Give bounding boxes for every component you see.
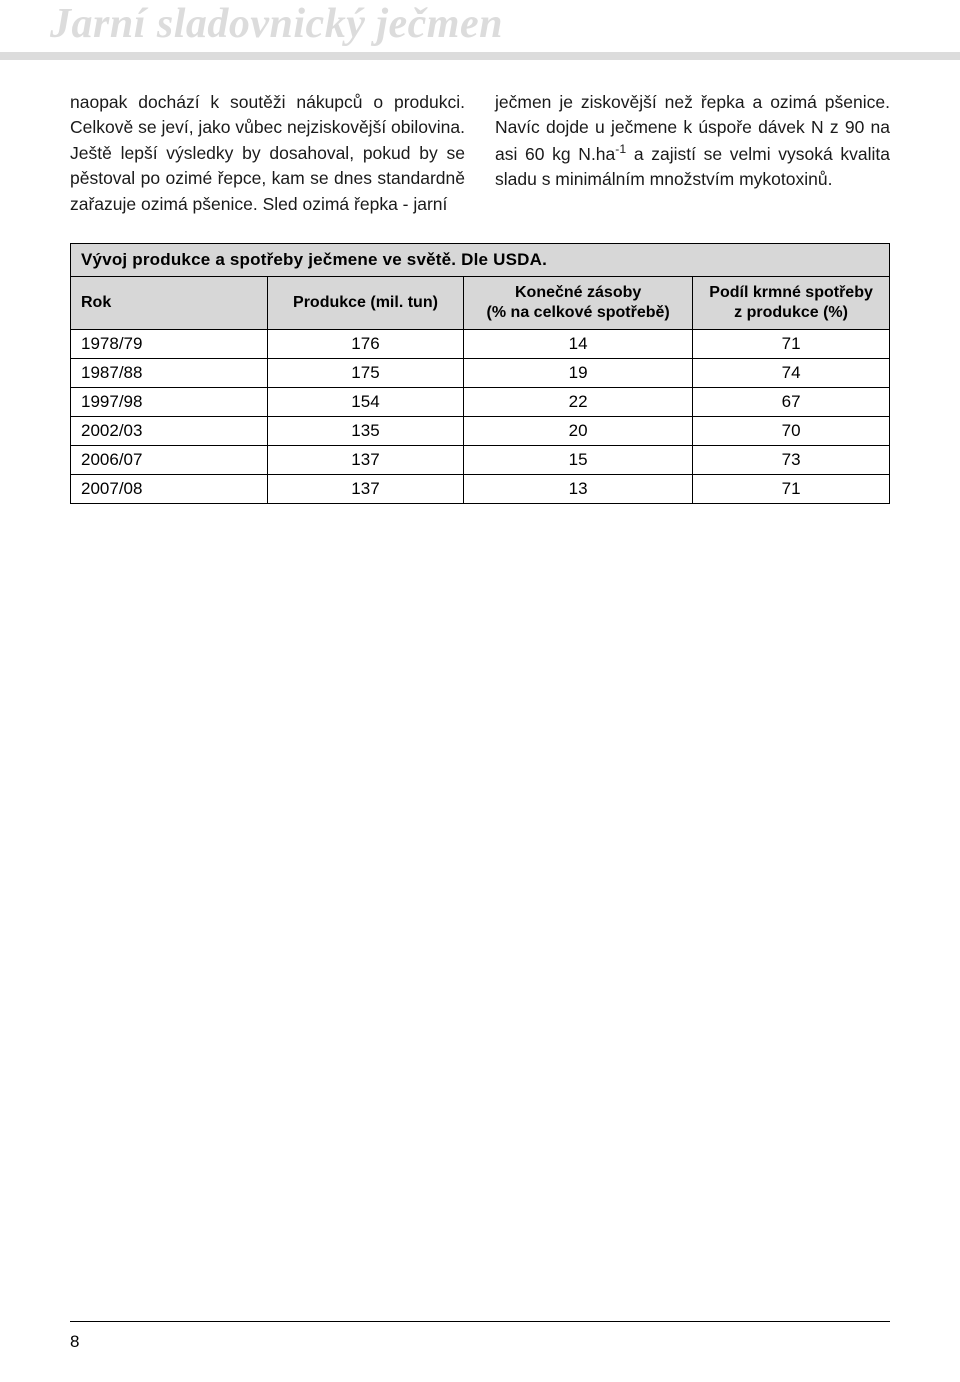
table-cell: 137 — [267, 474, 463, 503]
table-cell: 74 — [693, 358, 889, 387]
table-row: 2006/071371573 — [71, 445, 889, 474]
table-cell: 13 — [464, 474, 693, 503]
table-cell: 1978/79 — [71, 329, 267, 358]
header-band: Jarní sladovnický ječmen — [0, 0, 960, 60]
table-cell: 2002/03 — [71, 416, 267, 445]
table-row: 2002/031352070 — [71, 416, 889, 445]
table-row: 2007/081371371 — [71, 474, 889, 503]
left-column: naopak dochází k soutěži nákupců o produ… — [70, 90, 465, 217]
table-cell: 73 — [693, 445, 889, 474]
table-cell: 1997/98 — [71, 387, 267, 416]
table-cell: 135 — [267, 416, 463, 445]
table-header-cell: Podíl krmné spotřebyz produkce (%) — [693, 277, 889, 330]
table-cell: 137 — [267, 445, 463, 474]
table-cell: 67 — [693, 387, 889, 416]
table-title: Vývoj produkce a spotřeby ječmene ve svě… — [71, 244, 889, 277]
data-table-container: Vývoj produkce a spotřeby ječmene ve svě… — [70, 243, 890, 504]
page-number: 8 — [70, 1332, 79, 1352]
table-cell: 176 — [267, 329, 463, 358]
table-cell: 1987/88 — [71, 358, 267, 387]
table-row: 1978/791761471 — [71, 329, 889, 358]
header-title: Jarní sladovnický ječmen — [50, 0, 503, 48]
table-cell: 22 — [464, 387, 693, 416]
table-header-row: RokProdukce (mil. tun)Konečné zásoby(% n… — [71, 277, 889, 330]
data-table: RokProdukce (mil. tun)Konečné zásoby(% n… — [71, 277, 889, 503]
table-cell: 70 — [693, 416, 889, 445]
right-column: ječmen je ziskovější než řepka a ozimá p… — [495, 90, 890, 217]
text-columns: naopak dochází k soutěži nákupců o produ… — [70, 90, 890, 217]
table-header-cell: Konečné zásoby(% na celkové spotřebě) — [464, 277, 693, 330]
table-cell: 71 — [693, 329, 889, 358]
table-cell: 154 — [267, 387, 463, 416]
table-row: 1987/881751974 — [71, 358, 889, 387]
table-cell: 175 — [267, 358, 463, 387]
table-header-cell: Produkce (mil. tun) — [267, 277, 463, 330]
table-cell: 20 — [464, 416, 693, 445]
table-cell: 2007/08 — [71, 474, 267, 503]
table-row: 1997/981542267 — [71, 387, 889, 416]
table-cell: 15 — [464, 445, 693, 474]
table-body: 1978/7917614711987/8817519741997/9815422… — [71, 329, 889, 503]
superscript: -1 — [615, 142, 626, 156]
table-cell: 2006/07 — [71, 445, 267, 474]
content: naopak dochází k soutěži nákupců o produ… — [0, 90, 960, 504]
footer-line — [70, 1321, 890, 1322]
table-header-cell: Rok — [71, 277, 267, 330]
table-cell: 71 — [693, 474, 889, 503]
table-cell: 19 — [464, 358, 693, 387]
table-cell: 14 — [464, 329, 693, 358]
